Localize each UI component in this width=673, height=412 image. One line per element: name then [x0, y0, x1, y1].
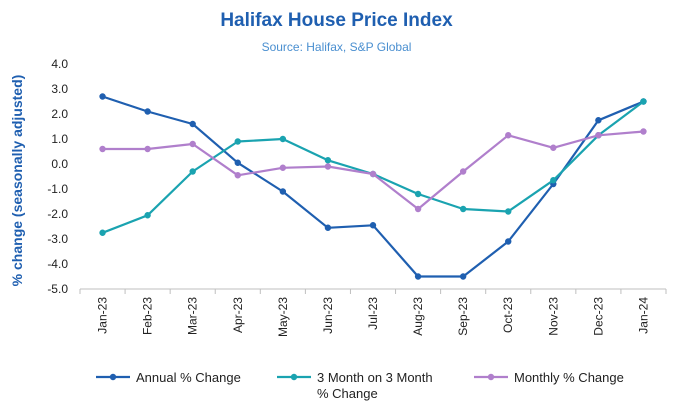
legend-label: Monthly % Change: [514, 370, 624, 385]
series-2-point: [505, 208, 512, 215]
series-1-point: [99, 93, 106, 100]
x-tick-label: Jan-23: [96, 297, 110, 334]
series-1-point: [144, 108, 151, 115]
y-tick-label: 1.0: [51, 132, 68, 146]
legend-swatch-marker-1: [109, 373, 117, 381]
series-3-point: [459, 168, 467, 175]
series-2-point: [99, 229, 106, 236]
series-1-point: [324, 224, 332, 231]
x-tick-label: Jun-23: [321, 297, 335, 334]
series-2-point: [324, 157, 332, 164]
series-3-point: [640, 128, 647, 135]
series-2-point: [640, 98, 647, 105]
series-1-point: [414, 273, 422, 280]
x-tick-label: Apr-23: [231, 297, 245, 333]
series-2-point: [414, 190, 422, 198]
series-2-point: [144, 212, 151, 219]
y-tick-label: -2.0: [47, 207, 68, 221]
x-tick-label: Nov-23: [546, 297, 560, 336]
x-tick-label: Jul-23: [366, 297, 380, 330]
series-3-point: [595, 132, 602, 139]
y-tick-label: -4.0: [47, 257, 68, 271]
chart-subtitle: Source: Halifax, S&P Global: [261, 40, 412, 54]
series-1-point: [459, 273, 467, 280]
series-2-point: [279, 135, 287, 143]
y-tick-label: 3.0: [51, 82, 68, 96]
series-3-point: [550, 144, 557, 151]
series-3-point: [279, 164, 287, 171]
series-3-point: [99, 145, 106, 153]
series-3-point: [144, 145, 151, 153]
y-tick-label: 4.0: [51, 57, 68, 71]
series-3-point: [234, 172, 241, 179]
y-tick-label: -3.0: [47, 232, 68, 246]
legend-label: % Change: [317, 386, 378, 401]
y-tick-label: 2.0: [51, 107, 68, 121]
series-2-point: [189, 168, 196, 175]
series-2-point: [234, 138, 241, 145]
series-1-point: [189, 120, 196, 128]
series-2-point: [550, 177, 557, 184]
series-3-point: [505, 132, 512, 139]
series-2-point: [459, 205, 467, 213]
y-axis-title: % change (seasonally adjusted): [9, 75, 25, 287]
series-3-point: [189, 140, 196, 148]
series-1-point: [369, 222, 377, 229]
x-tick-label: Feb-23: [141, 297, 155, 335]
x-tick-label: Mar-23: [186, 297, 200, 335]
x-tick-label: May-23: [276, 297, 290, 337]
y-tick-label: 0.0: [51, 157, 68, 171]
series-3-point: [414, 205, 422, 213]
y-tick-label: -5.0: [47, 282, 68, 296]
x-tick-label: Oct-23: [501, 297, 515, 333]
legend-label: Annual % Change: [136, 370, 241, 385]
y-tick-label: -1.0: [47, 182, 68, 196]
x-tick-label: Sep-23: [456, 297, 470, 336]
x-tick-label: Aug-23: [411, 297, 425, 336]
series-line-1: [102, 95, 644, 278]
series-1-point: [505, 238, 512, 245]
series-3-point: [369, 170, 377, 178]
chart-title: Halifax House Price Index: [220, 10, 453, 31]
series-1-point: [234, 159, 241, 166]
series-1-point: [279, 188, 287, 195]
legend-swatch-marker-2: [290, 373, 298, 381]
x-tick-label: Jan-24: [636, 297, 650, 334]
x-tick-label: Dec-23: [591, 297, 605, 336]
legend-label: 3 Month on 3 Month: [317, 370, 433, 385]
legend-swatch-marker-3: [487, 373, 495, 381]
series-1-point: [595, 117, 602, 124]
series-3-point: [324, 163, 332, 170]
